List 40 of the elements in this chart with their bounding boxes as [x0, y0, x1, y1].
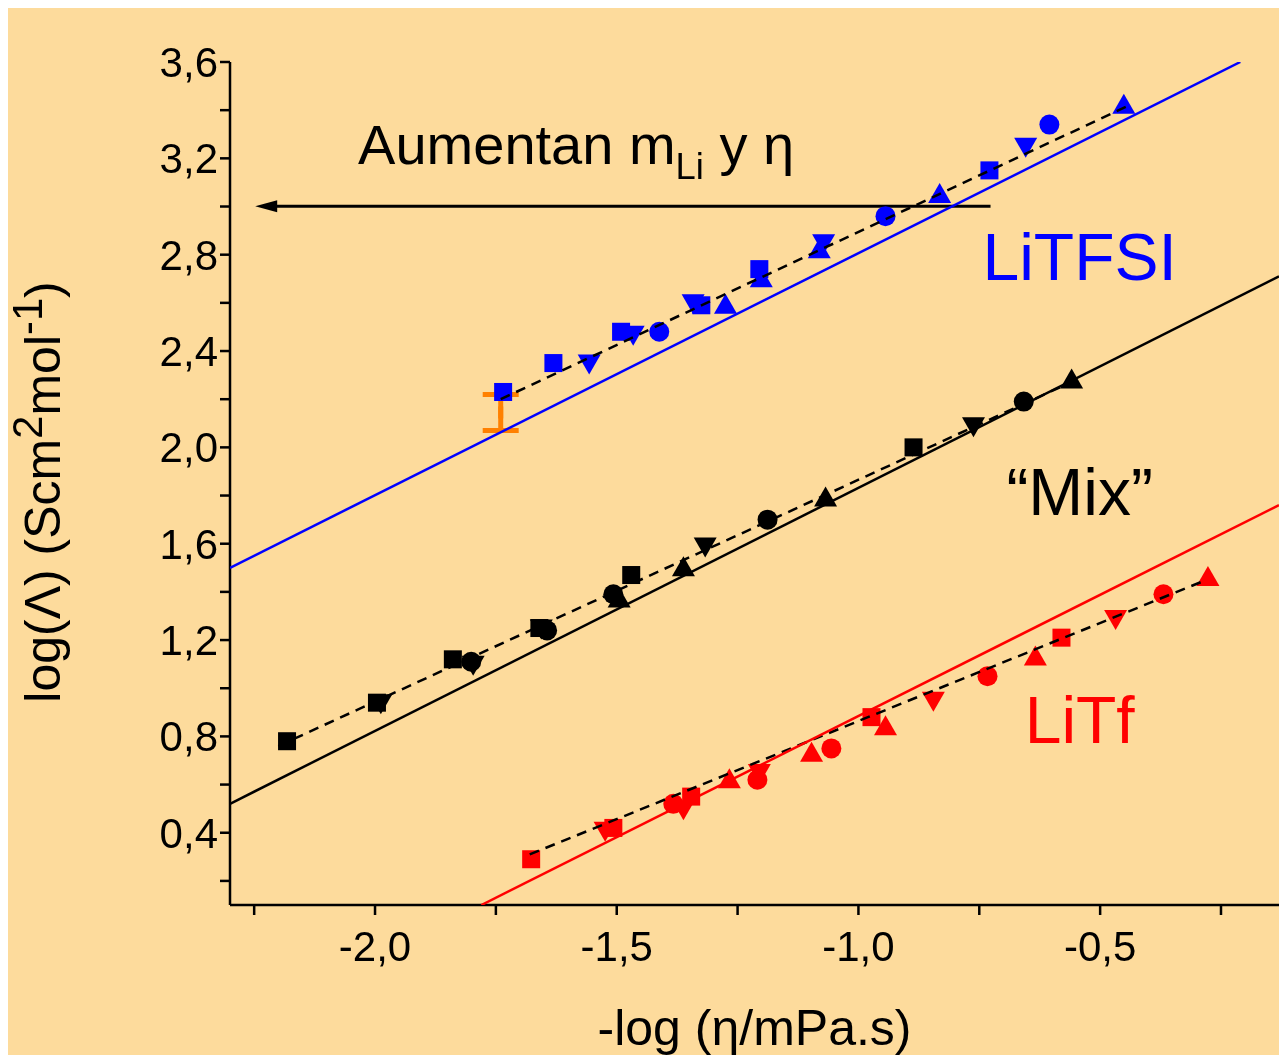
point	[821, 738, 842, 759]
point	[714, 293, 737, 314]
y-tick-label: 0,8	[159, 713, 218, 761]
point	[1153, 584, 1174, 605]
point	[649, 321, 670, 342]
x-tick-label: -0,5	[1063, 922, 1137, 970]
annotation: Aumentan m$_{Li}$ y η	[358, 112, 795, 187]
point	[622, 566, 641, 585]
y-tick-label: 2,0	[159, 424, 218, 472]
point	[921, 691, 945, 712]
point	[681, 294, 705, 315]
y-tick-label: 1,6	[159, 520, 218, 568]
y-tick-label: 1,2	[159, 616, 218, 664]
y-tick-label: 2,8	[159, 231, 218, 279]
point	[800, 741, 824, 762]
x-axis-title: -log (η/mPa.s)	[597, 999, 912, 1057]
point	[693, 537, 717, 558]
y-tick-label: 2,4	[159, 327, 218, 375]
series-label: LiTFSI	[982, 220, 1177, 295]
y-tick-label: 3,2	[159, 135, 218, 183]
series-label: “Mix”	[1006, 454, 1153, 529]
point	[977, 666, 998, 687]
point	[544, 354, 563, 373]
y-tick-label: 3,6	[159, 38, 218, 86]
point	[443, 650, 462, 669]
point	[278, 732, 297, 751]
point	[874, 715, 897, 736]
point	[904, 438, 923, 457]
x-tick-label: -2,0	[338, 922, 412, 970]
point	[1039, 114, 1060, 135]
point	[494, 382, 513, 401]
series-label: LiTf	[1024, 683, 1136, 758]
point	[980, 161, 999, 180]
x-tick-label: -1,0	[822, 922, 895, 970]
point	[522, 850, 541, 869]
point	[1014, 137, 1038, 158]
x-tick-label: -1,5	[580, 922, 653, 970]
y-tick-label: 0,4	[159, 809, 218, 857]
point	[1023, 645, 1047, 666]
point	[1052, 628, 1071, 647]
